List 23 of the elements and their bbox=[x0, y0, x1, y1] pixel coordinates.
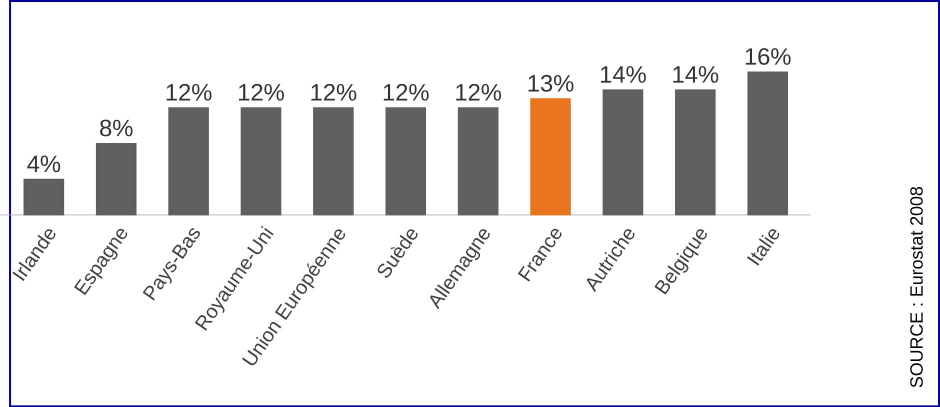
bar bbox=[96, 142, 137, 216]
data-label: 14% bbox=[600, 66, 646, 83]
data-label: 16% bbox=[746, 48, 791, 65]
bar bbox=[530, 98, 571, 216]
bar bbox=[602, 89, 644, 216]
bar bbox=[675, 89, 716, 216]
data-label: 8% bbox=[100, 119, 133, 136]
data-label: 12% bbox=[239, 84, 284, 100]
bar bbox=[385, 107, 426, 216]
bar bbox=[24, 178, 64, 216]
bar bbox=[313, 107, 354, 216]
data-label: 14% bbox=[673, 66, 718, 83]
bar bbox=[747, 71, 788, 216]
bar bbox=[458, 107, 498, 216]
data-label: 12% bbox=[456, 84, 502, 100]
data-label: 4% bbox=[27, 155, 60, 172]
data-label: 12% bbox=[311, 84, 356, 100]
data-label: 12% bbox=[384, 84, 429, 100]
data-label: 12% bbox=[166, 84, 212, 100]
bar bbox=[168, 107, 209, 216]
source-note: SOURCE : Eurostat 2008 bbox=[910, 186, 923, 388]
bar bbox=[240, 107, 282, 216]
data-label: 13% bbox=[528, 74, 574, 92]
